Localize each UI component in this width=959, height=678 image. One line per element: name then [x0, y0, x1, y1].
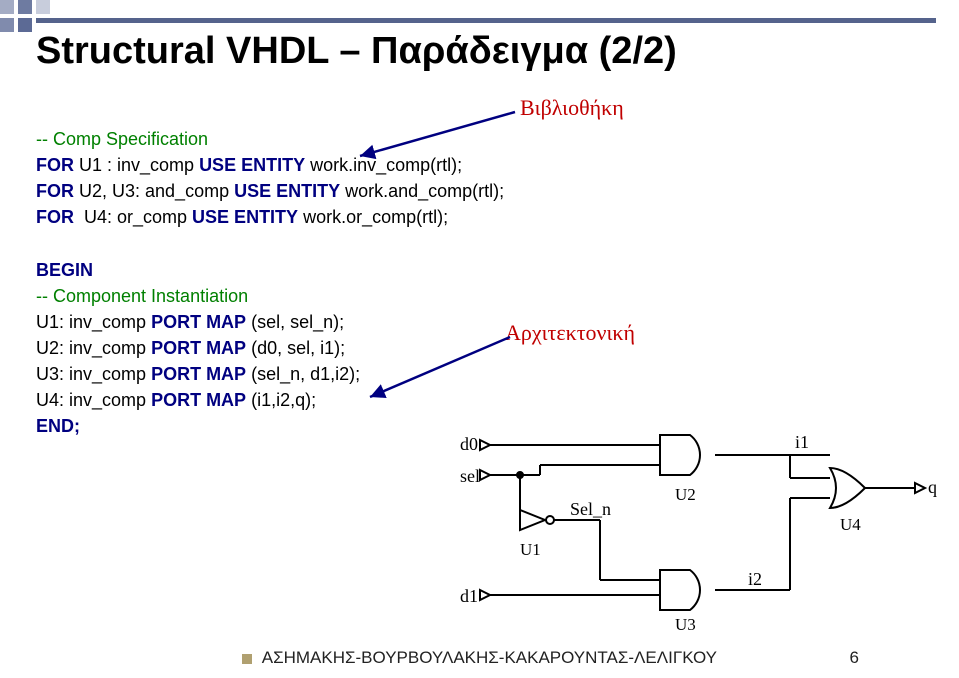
- footer-bullet-icon: [242, 654, 252, 664]
- code-text: U2, U3: and_comp: [74, 181, 234, 201]
- gate-u4: U4: [840, 515, 861, 534]
- code-keyword: PORT MAP: [151, 312, 246, 332]
- code-text: U3: inv_comp: [36, 364, 151, 384]
- gate-u2: U2: [675, 485, 696, 504]
- code-text: (i1,i2,q);: [246, 390, 316, 410]
- code-block: -- Comp Specification FOR U1 : inv_comp …: [36, 100, 504, 439]
- code-keyword: PORT MAP: [151, 338, 246, 358]
- code-comment: -- Component Instantiation: [36, 286, 248, 306]
- code-comment: -- Comp Specification: [36, 129, 208, 149]
- code-keyword: PORT MAP: [151, 364, 246, 384]
- library-annotation: Βιβλιοθήκη: [520, 95, 624, 121]
- code-keyword: END;: [36, 416, 80, 436]
- signal-seln: Sel_n: [570, 499, 611, 519]
- signal-d1: d1: [460, 586, 478, 606]
- code-keyword: USE ENTITY: [234, 181, 340, 201]
- code-keyword: PORT MAP: [151, 390, 246, 410]
- code-keyword: FOR: [36, 207, 74, 227]
- code-text: U2: inv_comp: [36, 338, 151, 358]
- code-text: (sel_n, d1,i2);: [246, 364, 360, 384]
- code-keyword: FOR: [36, 155, 74, 175]
- code-text: U1: inv_comp: [36, 312, 151, 332]
- signal-i1: i1: [795, 432, 809, 452]
- code-text: (d0, sel, i1);: [246, 338, 345, 358]
- code-text: work.inv_comp(rtl);: [305, 155, 462, 175]
- slide-footer: ΑΣΗΜΑΚΗΣ-ΒΟΥΡΒΟΥΛΑΚΗΣ-ΚΑΚΑΡΟΥΝΤΑΣ-ΛΕΛΙΓΚ…: [0, 648, 959, 668]
- signal-q: q: [928, 477, 937, 497]
- gate-u3: U3: [675, 615, 696, 630]
- page-title: Structural VHDL – Παράδειγμα (2/2): [36, 30, 677, 73]
- code-keyword: USE ENTITY: [199, 155, 305, 175]
- signal-d0: d0: [460, 434, 478, 454]
- signal-sel: sel: [460, 466, 480, 486]
- code-text: work.or_comp(rtl);: [298, 207, 448, 227]
- code-text: (sel, sel_n);: [246, 312, 344, 332]
- gate-u1: U1: [520, 540, 541, 559]
- page-number: 6: [850, 648, 859, 668]
- code-keyword: BEGIN: [36, 260, 93, 280]
- code-text: U4: or_comp: [74, 207, 192, 227]
- code-keyword: FOR: [36, 181, 74, 201]
- footer-text: ΑΣΗΜΑΚΗΣ-ΒΟΥΡΒΟΥΛΑΚΗΣ-ΚΑΚΑΡΟΥΝΤΑΣ-ΛΕΛΙΓΚ…: [262, 648, 717, 667]
- code-text: U1 : inv_comp: [74, 155, 199, 175]
- code-keyword: USE ENTITY: [192, 207, 298, 227]
- code-text: U4: inv_comp: [36, 390, 151, 410]
- architecture-annotation: Αρχιτεκτονική: [505, 320, 635, 346]
- code-text: work.and_comp(rtl);: [340, 181, 504, 201]
- circuit-diagram: d0 sel d1 q i1 i2 Sel_n U1 U2 U3 U4: [460, 420, 940, 630]
- signal-i2: i2: [748, 569, 762, 589]
